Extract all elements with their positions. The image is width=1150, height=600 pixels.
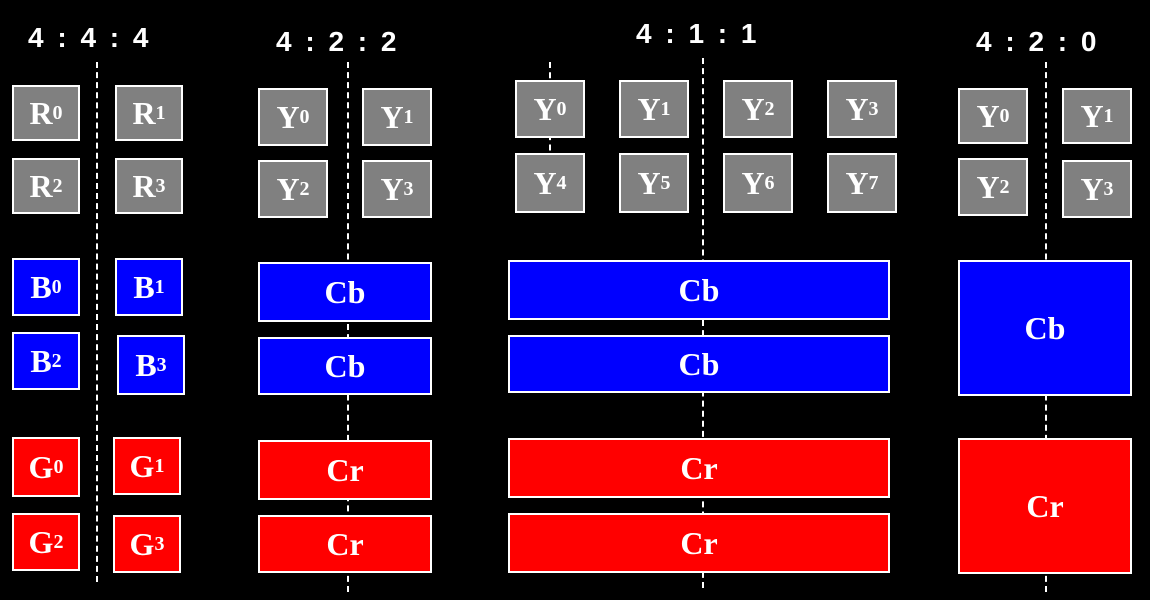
cb-box-411-bottom: Cb [508,335,890,393]
title-444: 4 : 4 : 4 [28,22,152,53]
cr-box-411-bottom: Cr [508,513,890,573]
title-420: 4 : 2 : 0 [976,26,1100,57]
cr-box-422-top: Cr [258,440,432,500]
title-411: 4 : 1 : 1 [636,18,760,49]
title-422: 4 : 2 : 2 [276,26,400,57]
cb-box-422-top: Cb [258,262,432,322]
divider-422 [347,62,349,592]
cr-box-420: Cr [958,438,1132,574]
divider-444 [96,62,98,582]
cb-box-420: Cb [958,260,1132,396]
divider-411-center [702,58,704,588]
cb-box-411-top: Cb [508,260,890,320]
cr-box-411-top: Cr [508,438,890,498]
cb-box-422-bottom: Cb [258,337,432,395]
cr-box-422-bottom: Cr [258,515,432,573]
